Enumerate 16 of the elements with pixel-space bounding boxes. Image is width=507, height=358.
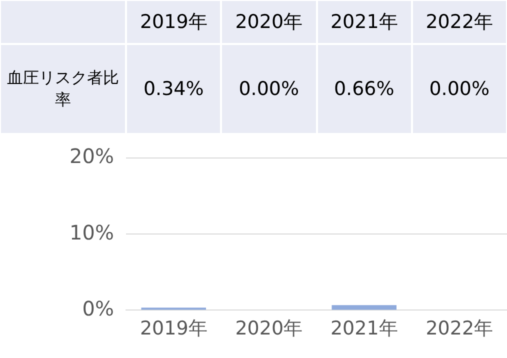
data-label: 0.00%	[412, 44, 507, 134]
y-tick-label: 20%	[70, 144, 114, 168]
text: 血圧リスク者比率	[0, 44, 126, 134]
category-label: 2021年	[330, 11, 398, 33]
data-label: 0.34%	[126, 44, 222, 134]
x-tick-label: 2019年	[140, 318, 208, 340]
x-tick-label: 2020年	[235, 318, 303, 340]
category-label: 2020年	[235, 11, 303, 33]
data-label: 0.66%	[316, 44, 412, 134]
data-label: 0.00%	[221, 44, 316, 134]
x-tick-label: 2021年	[330, 318, 398, 340]
category-label: 2019年	[140, 11, 208, 33]
category-label: 2022年	[426, 11, 494, 33]
x-tick-label: 2022年	[426, 318, 494, 340]
y-tick-label: 10%	[70, 220, 114, 244]
y-tick-label: 0%	[82, 296, 114, 320]
